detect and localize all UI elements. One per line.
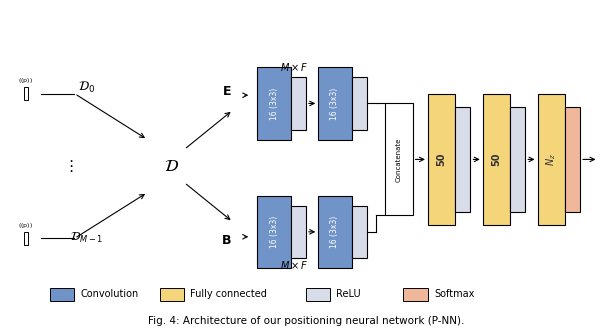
Bar	[352, 206, 367, 258]
Bar	[257, 196, 291, 268]
Text: $\vdots$: $\vdots$	[63, 158, 73, 174]
Text: 16 (3x3): 16 (3x3)	[330, 87, 340, 120]
Bar	[385, 104, 412, 215]
Text: $M \times F$: $M \times F$	[280, 61, 308, 73]
Bar	[537, 94, 565, 225]
Text: Fig. 4: Architecture of our positioning neural network (P-NN).: Fig. 4: Architecture of our positioning …	[148, 316, 464, 326]
Bar	[428, 94, 455, 225]
Bar	[291, 206, 306, 258]
Text: Convolution: Convolution	[81, 290, 139, 299]
Bar	[306, 288, 330, 301]
Text: Softmax: Softmax	[434, 290, 474, 299]
Text: $\mathcal{D}_{M-1}$: $\mathcal{D}_{M-1}$	[70, 231, 103, 245]
Text: ReLU: ReLU	[337, 290, 361, 299]
Bar	[257, 67, 291, 140]
Bar	[483, 94, 510, 225]
Bar	[318, 196, 352, 268]
Bar	[291, 77, 306, 130]
Text: $\rm((p))$: $\rm((p))$	[18, 221, 33, 230]
Bar	[565, 107, 580, 212]
Bar	[24, 87, 28, 100]
Text: 50: 50	[436, 153, 447, 166]
Text: $\mathcal{D}_0$: $\mathcal{D}_0$	[78, 79, 95, 95]
Bar	[352, 77, 367, 130]
Text: $\mathcal{D}$: $\mathcal{D}$	[165, 157, 179, 175]
Bar	[318, 67, 352, 140]
Text: $\mathbf{B}$: $\mathbf{B}$	[222, 234, 232, 247]
Text: Fully connected: Fully connected	[190, 290, 267, 299]
Text: $\mathbf{E}$: $\mathbf{E}$	[222, 85, 231, 98]
Bar	[160, 288, 184, 301]
Text: 16 (3x3): 16 (3x3)	[330, 216, 340, 248]
Text: 16 (3x3): 16 (3x3)	[269, 87, 278, 120]
Text: 50: 50	[491, 153, 501, 166]
Bar	[50, 288, 75, 301]
Bar	[510, 107, 525, 212]
Bar	[403, 288, 428, 301]
Bar	[455, 107, 471, 212]
Text: Concatenate: Concatenate	[396, 137, 402, 182]
Text: 16 (3x3): 16 (3x3)	[269, 216, 278, 248]
Text: $\rm((p))$: $\rm((p))$	[18, 76, 33, 85]
Bar	[24, 232, 28, 245]
Text: $N_z$: $N_z$	[544, 153, 558, 166]
Text: $M \times F$: $M \times F$	[280, 259, 308, 271]
